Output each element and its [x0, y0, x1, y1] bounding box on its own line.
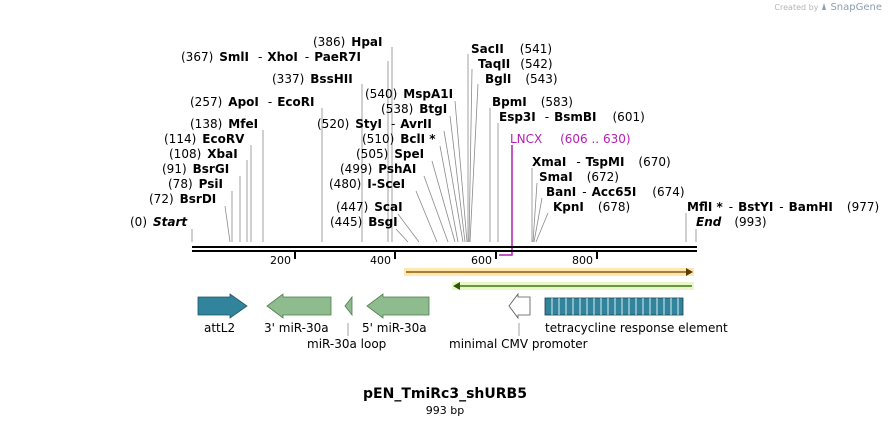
backbone-bottom-strand [192, 250, 697, 252]
leader-mspa1i [454, 100, 468, 243]
site-label-end[interactable]: End (993) [696, 215, 767, 229]
leader-btgi [449, 115, 466, 243]
site-label-scai[interactable]: (447) ScaI [336, 200, 403, 214]
site-label-taqii[interactable]: TaqII (542) [478, 57, 553, 71]
site-leader-lines [191, 47, 697, 243]
feature-minimal-cmv-promoter-arrow[interactable] [508, 292, 531, 320]
ruler-tick-400 [394, 252, 396, 259]
leader-bsgi [395, 228, 409, 243]
ruler-tick-600 [495, 252, 497, 259]
ruler [294, 252, 598, 259]
feature-5-mir30a-arrow[interactable] [366, 293, 430, 319]
map-length: 993 bp [425, 404, 465, 417]
site-label-kpni[interactable]: KpnI (678) [553, 200, 630, 214]
site-label-spei[interactable]: (505) SpeI [356, 147, 424, 161]
site-label-ecorv[interactable]: (114) EcoRV [164, 132, 245, 146]
orf-reverse-arrowhead-icon [453, 282, 460, 290]
leader-taqii [468, 68, 473, 243]
site-label-btgi[interactable]: (538) BtgI [381, 102, 447, 116]
feature-3-mir30a-arrow[interactable] [266, 293, 332, 319]
feature-label-tre: tetracycline response element [545, 321, 728, 335]
site-label-i-scei[interactable]: (480) I-SceI [329, 177, 405, 191]
feature-tre-repeat-pattern [551, 298, 679, 315]
leader-bcli [439, 145, 459, 243]
site-label-bani[interactable]: BanI - Acc65I (674) [546, 185, 685, 199]
ruler-tick-800 [596, 252, 598, 259]
site-label-esp3i[interactable]: Esp3I - BsmBI (601) [499, 110, 645, 124]
orf-reverse[interactable] [452, 282, 694, 290]
leader-smai [532, 182, 538, 243]
leader-pshai [423, 175, 449, 243]
feature-label-mir30a-loop: miR-30a loop [307, 337, 386, 351]
feature-tre-box[interactable] [544, 297, 684, 316]
feature-label-attl2: attL2 [204, 321, 235, 335]
feature-attl2-arrow[interactable] [197, 293, 248, 319]
site-label-smai[interactable]: SmaI (672) [539, 170, 619, 184]
leader-i-scei [415, 190, 438, 243]
site-label-bcli[interactable]: (510) BclI * [362, 132, 436, 146]
leader-scai [397, 213, 420, 243]
map-title-block: pEN_TmiRc3_shURB5 993 bp [0, 386, 890, 417]
feature-label-3-mir30a: 3' miR-30a [264, 321, 329, 335]
site-label-sacii[interactable]: SacII (541) [471, 42, 552, 56]
site-label-pshai[interactable]: (499) PshAI [340, 162, 416, 176]
site-label-bgli[interactable]: BglI (543) [485, 72, 558, 86]
leader-spei [431, 160, 456, 243]
lncx-label[interactable]: LNCX (606 .. 630) [510, 132, 631, 146]
snapgene-watermark: Created by SnapGene [774, 2, 882, 13]
site-label-bpmi[interactable]: BpmI (583) [492, 95, 573, 109]
site-label-mfei[interactable]: (138) MfeI [190, 117, 258, 131]
leader-bgli [469, 83, 479, 243]
site-label-xmai[interactable]: XmaI - TspMI (670) [532, 155, 671, 169]
ruler-label-800: 800 [572, 254, 593, 267]
watermark-brand: SnapGene [830, 2, 882, 13]
site-label-bsrdi[interactable]: (72) BsrDI [149, 192, 216, 206]
site-label-bsgi[interactable]: (445) BsgI [330, 215, 398, 229]
site-label-start[interactable]: (0) Start [130, 215, 188, 229]
leader-bani [533, 197, 543, 243]
feature-label-minimal-cmv-promoter: minimal CMV promoter [449, 337, 588, 351]
snapgene-logo-icon [821, 2, 827, 13]
orf-forward-arrowhead-icon [686, 268, 693, 276]
orf-forward[interactable] [404, 268, 694, 276]
site-label-hpai[interactable]: (386) HpaI [313, 35, 382, 49]
feature-label-5-mir30a: 5' miR-30a [362, 321, 427, 335]
map-title: pEN_TmiRc3_shURB5 [363, 386, 527, 402]
leader-styi [443, 130, 464, 243]
ruler-label-400: 400 [370, 254, 391, 267]
site-label-mspa1i[interactable]: (540) MspA1I [365, 87, 453, 101]
site-label-styi[interactable]: (520) StyI - AvrII [317, 117, 432, 131]
backbone-top-strand [192, 246, 697, 248]
feature-mir30a-loop-arrow[interactable] [344, 295, 353, 317]
site-label-apoi[interactable]: (257) ApoI - EcoRI [190, 95, 314, 109]
site-label-bsrgi[interactable]: (91) BsrGI [162, 162, 229, 176]
lncx-name: LNCX [510, 132, 542, 146]
ruler-label-600: 600 [471, 254, 492, 267]
site-label-smli[interactable]: (367) SmlI - XhoI - PaeR7I [181, 50, 361, 64]
lncx-range: (606 .. 630) [560, 132, 630, 146]
site-label-mfli[interactable]: MflI * - BstYI - BamHI (977) [687, 200, 879, 214]
leader-bsrdi [224, 205, 231, 243]
site-label-bsshii[interactable]: (337) BssHII [272, 72, 353, 86]
leader-kpni [535, 212, 549, 243]
ruler-tick-200 [294, 252, 296, 259]
site-label-psii[interactable]: (78) PsiI [168, 177, 223, 191]
site-label-xbai[interactable]: (108) XbaI [169, 147, 238, 161]
watermark-prefix: Created by [774, 3, 819, 12]
ruler-label-200: 200 [270, 254, 291, 267]
lncx-marker [499, 145, 513, 256]
